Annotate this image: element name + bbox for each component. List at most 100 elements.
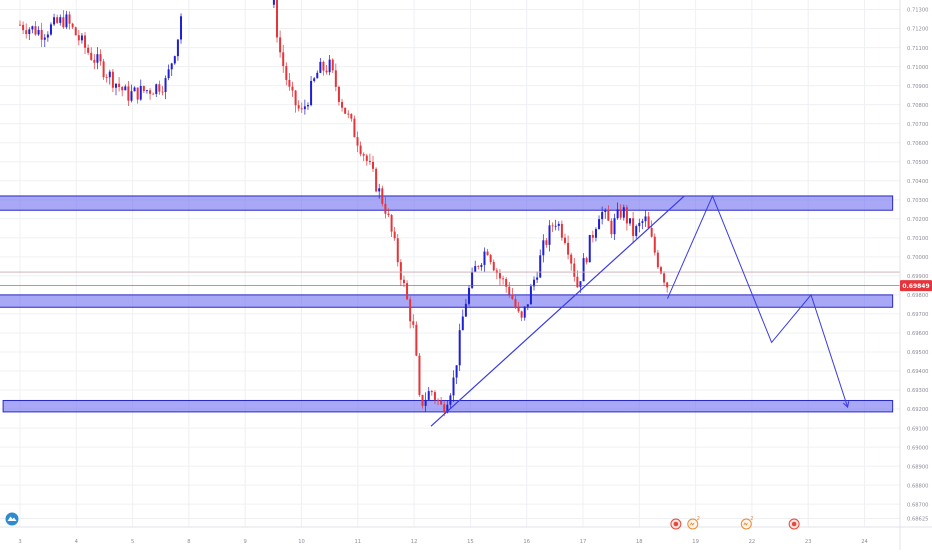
candle <box>142 85 145 94</box>
tradingview-cloud-icon[interactable] <box>5 512 19 526</box>
candle-body <box>40 29 43 40</box>
candle-body <box>322 61 325 71</box>
event-flag-icon[interactable] <box>670 518 682 530</box>
candle-body <box>341 101 344 108</box>
event-wave-icon[interactable]: 2 <box>740 516 753 530</box>
candle <box>297 100 300 112</box>
event-flag-icon[interactable] <box>788 518 800 530</box>
candle-body <box>557 223 560 226</box>
candle <box>84 32 87 55</box>
candle <box>511 287 514 300</box>
candle-body <box>68 14 71 24</box>
candle <box>306 102 309 110</box>
y-tick-label: 0.70800 <box>907 103 928 109</box>
candle <box>43 34 46 48</box>
y-tick-label: 0.69400 <box>907 369 928 375</box>
current-price-label: 0.69849 <box>902 283 929 290</box>
candle <box>604 208 607 219</box>
candle-body <box>607 210 610 221</box>
candle <box>74 26 77 36</box>
candle <box>430 389 433 396</box>
drawings[interactable] <box>0 194 900 427</box>
candle-body <box>53 17 56 25</box>
candle <box>440 396 443 406</box>
candle <box>344 107 347 115</box>
candle <box>152 92 155 95</box>
candle <box>644 210 647 227</box>
candle-body <box>399 262 402 280</box>
candle <box>22 21 25 35</box>
event-wave-icon[interactable]: 2 <box>687 516 700 530</box>
candle-body <box>387 213 390 216</box>
candle <box>402 275 405 288</box>
candle <box>121 86 124 97</box>
candle-body <box>362 154 365 156</box>
candle <box>350 113 353 122</box>
candle <box>567 235 570 260</box>
candle <box>505 277 508 293</box>
candle-body <box>542 240 545 256</box>
candle-body <box>319 61 322 73</box>
candle-body <box>656 252 659 268</box>
candle-body <box>59 17 62 23</box>
candle <box>167 64 170 81</box>
candle-body <box>31 26 34 30</box>
candle-body <box>114 83 117 88</box>
candle <box>650 220 653 238</box>
candle-body <box>96 54 99 63</box>
candle-body <box>145 90 148 92</box>
candle-body <box>359 145 362 155</box>
candle <box>656 249 659 270</box>
candle <box>170 62 173 77</box>
candle-body <box>71 23 74 28</box>
candle-body <box>19 24 21 26</box>
event-flag-dot <box>673 521 679 527</box>
candle <box>409 296 412 329</box>
candle-body <box>467 287 470 304</box>
y-tick-label: 0.69300 <box>907 388 928 394</box>
candle <box>180 13 183 44</box>
candle <box>105 74 108 83</box>
event-wave-circle <box>687 518 699 530</box>
candle <box>114 83 117 96</box>
candle-body <box>585 258 588 263</box>
candle-body <box>430 391 433 393</box>
candle-body <box>99 54 102 62</box>
candle <box>461 309 464 331</box>
candle-body <box>124 86 127 91</box>
ascending-trendline[interactable] <box>430 195 685 427</box>
event-flag-dot <box>791 521 797 527</box>
candle <box>155 83 158 98</box>
candle <box>161 85 164 96</box>
x-tick-label: 15 <box>467 539 474 545</box>
projection-path[interactable] <box>666 194 849 408</box>
candle-body <box>288 79 291 87</box>
candle-body <box>161 91 164 93</box>
candle-body <box>170 63 173 70</box>
candle <box>427 386 430 401</box>
price-zone[interactable] <box>0 294 894 308</box>
candle <box>176 39 179 61</box>
y-tick-label: 0.69500 <box>907 350 928 356</box>
candle <box>653 233 656 256</box>
candle <box>508 282 511 298</box>
candle <box>111 68 114 93</box>
candle-body <box>111 71 114 88</box>
event-count-label: 2 <box>750 516 753 522</box>
candle <box>492 259 495 272</box>
candle-body <box>306 105 309 107</box>
candle <box>452 370 455 403</box>
candle-body <box>477 266 480 267</box>
price-zone[interactable] <box>0 195 894 211</box>
y-tick-label: 0.71200 <box>907 27 928 33</box>
candle-body <box>446 404 449 413</box>
candle <box>319 57 322 74</box>
candle-body <box>471 271 474 288</box>
candle-body <box>616 209 619 219</box>
y-tick-label: 0.68900 <box>907 464 928 470</box>
candle <box>130 84 133 103</box>
candle <box>378 183 381 199</box>
